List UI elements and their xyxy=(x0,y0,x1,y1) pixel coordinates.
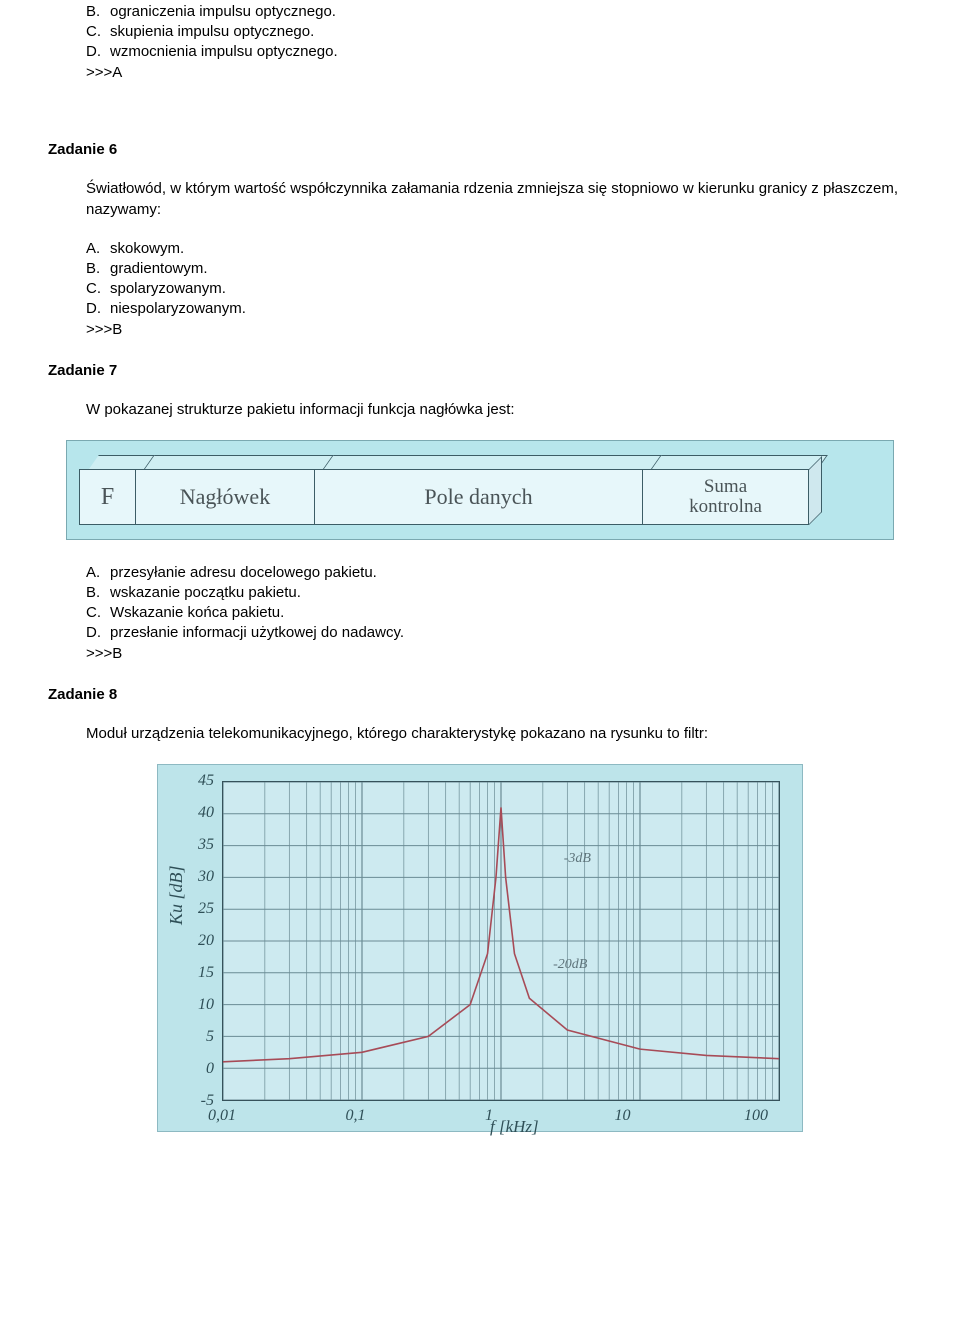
q7-answer: >>>B xyxy=(48,645,912,662)
option-row: A. skokowym. xyxy=(86,240,912,257)
packet-cell-checksum-l1: Suma xyxy=(704,477,747,497)
option-letter: B. xyxy=(86,584,110,601)
chart-ytick: 5 xyxy=(188,1028,214,1046)
q7-heading: Zadanie 7 xyxy=(48,362,912,379)
chart-ytick: 20 xyxy=(188,932,214,950)
filter-chart: Ku [dB] f [kHz] -50510152025303540450,01… xyxy=(157,764,803,1132)
q7-options: A. przesyłanie adresu docelowego pakietu… xyxy=(48,564,912,641)
packet-cell-checksum: Suma kontrolna xyxy=(642,469,809,525)
chart-annotation: -20dB xyxy=(553,957,587,973)
chart-xtick: 10 xyxy=(615,1107,631,1125)
q6-answer: >>>B xyxy=(48,321,912,338)
option-letter: A. xyxy=(86,564,110,581)
option-text: wskazanie początku pakietu. xyxy=(110,584,301,601)
chart-ytick: 25 xyxy=(188,900,214,918)
option-text: skokowym. xyxy=(110,240,184,257)
chart-xtick: 0,1 xyxy=(346,1107,366,1125)
q8-stem: Moduł urządzenia telekomunikacyjnego, kt… xyxy=(48,723,912,744)
option-row: B. ograniczenia impulsu optycznego. xyxy=(86,3,912,20)
q5-options: B. ograniczenia impulsu optycznego. C. s… xyxy=(48,3,912,60)
option-letter: D. xyxy=(86,624,110,641)
chart-ylabel: Ku [dB] xyxy=(166,865,187,925)
packet-cell-flag: F xyxy=(79,469,135,525)
chart-ytick: 10 xyxy=(188,996,214,1014)
option-text: przesłanie informacji użytkowej do nadaw… xyxy=(110,624,404,641)
option-row: C. spolaryzowanym. xyxy=(86,280,912,297)
option-letter: C. xyxy=(86,280,110,297)
chart-ytick: 45 xyxy=(188,772,214,790)
q5-answer: >>>A xyxy=(48,64,912,81)
option-letter: A. xyxy=(86,240,110,257)
packet-cell-header: Nagłówek xyxy=(135,469,314,525)
option-letter: C. xyxy=(86,23,110,40)
option-row: B. wskazanie początku pakietu. xyxy=(86,584,912,601)
q7-stem: W pokazanej strukturze pakietu informacj… xyxy=(48,399,912,420)
chart-xtick: 100 xyxy=(744,1107,768,1125)
option-row: A. przesyłanie adresu docelowego pakietu… xyxy=(86,564,912,581)
option-letter: D. xyxy=(86,43,110,60)
option-text: gradientowym. xyxy=(110,260,208,277)
q8-heading: Zadanie 8 xyxy=(48,686,912,703)
option-row: C. Wskazanie końca pakietu. xyxy=(86,604,912,621)
option-text: spolaryzowanym. xyxy=(110,280,226,297)
option-row: D. przesłanie informacji użytkowej do na… xyxy=(86,624,912,641)
option-text: wzmocnienia impulsu optycznego. xyxy=(110,43,338,60)
option-row: C. skupienia impulsu optycznego. xyxy=(86,23,912,40)
option-text: niespolaryzowanym. xyxy=(110,300,246,317)
chart-ytick: 35 xyxy=(188,836,214,854)
packet-cell-checksum-l2: kontrolna xyxy=(689,497,762,517)
q6-heading: Zadanie 6 xyxy=(48,141,912,158)
option-letter: B. xyxy=(86,3,110,20)
chart-ytick: 0 xyxy=(188,1060,214,1078)
chart-xlabel: f [kHz] xyxy=(490,1117,539,1137)
option-letter: C. xyxy=(86,604,110,621)
option-text: ograniczenia impulsu optycznego. xyxy=(110,3,336,20)
option-row: B. gradientowym. xyxy=(86,260,912,277)
option-letter: D. xyxy=(86,300,110,317)
option-row: D. wzmocnienia impulsu optycznego. xyxy=(86,43,912,60)
option-text: przesyłanie adresu docelowego pakietu. xyxy=(110,564,377,581)
q6-stem: Światłowód, w którym wartość współczynni… xyxy=(48,178,912,220)
packet-cell-payload: Pole danych xyxy=(314,469,642,525)
option-text: Wskazanie końca pakietu. xyxy=(110,604,284,621)
chart-xtick: 1 xyxy=(485,1107,493,1125)
option-row: D. niespolaryzowanym. xyxy=(86,300,912,317)
packet-diagram: F Nagłówek Pole danych Suma kontrolna xyxy=(66,440,894,540)
option-text: skupienia impulsu optycznego. xyxy=(110,23,314,40)
chart-ytick: 40 xyxy=(188,804,214,822)
chart-annotation: -3dB xyxy=(564,851,591,867)
chart-ytick: 30 xyxy=(188,868,214,886)
option-letter: B. xyxy=(86,260,110,277)
q6-options: A. skokowym. B. gradientowym. C. spolary… xyxy=(48,240,912,317)
chart-ytick: 15 xyxy=(188,964,214,982)
chart-xtick: 0,01 xyxy=(208,1107,236,1125)
